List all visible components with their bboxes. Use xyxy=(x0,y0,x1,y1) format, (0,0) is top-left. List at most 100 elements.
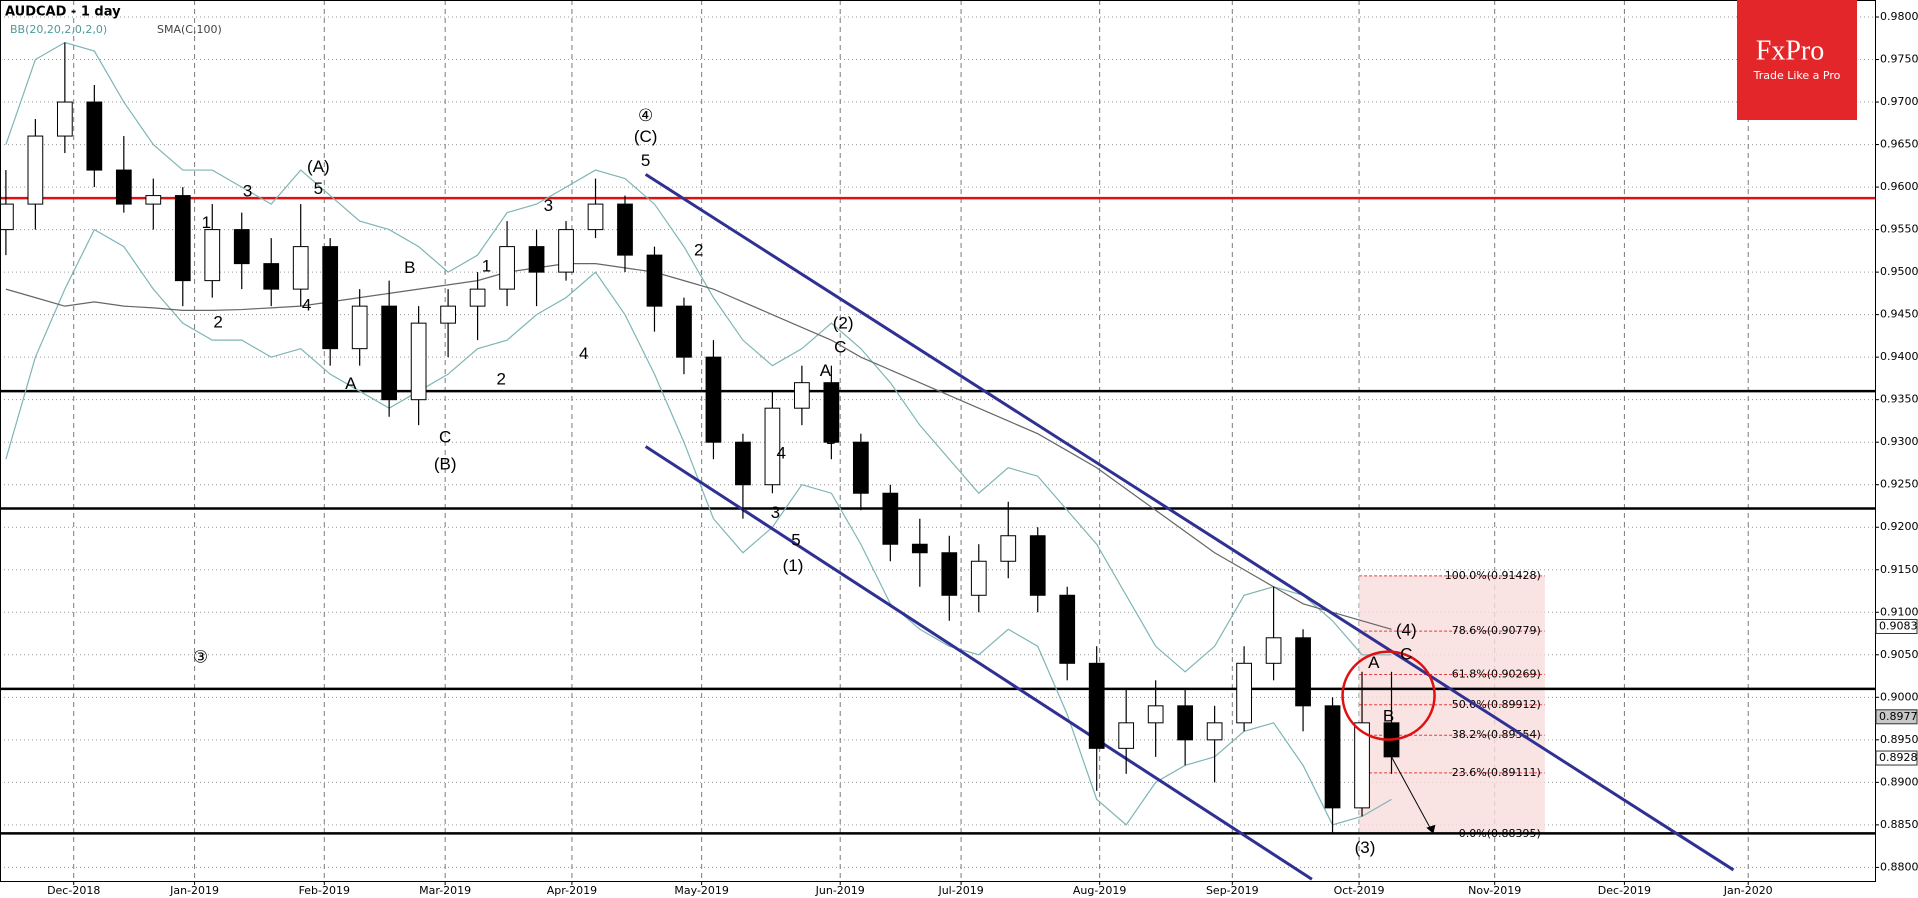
candle-body xyxy=(587,203,604,231)
channel-line xyxy=(644,173,1735,872)
price-marker-label: 0.89771 xyxy=(1879,710,1918,723)
wave-label: C xyxy=(439,427,451,446)
wave-label: 4 xyxy=(777,444,786,463)
candle-body xyxy=(705,356,722,443)
candle-body xyxy=(941,552,958,596)
wave-label: 1 xyxy=(202,213,211,232)
candle-body xyxy=(499,246,515,290)
candle-body xyxy=(1000,535,1017,562)
logo-tagline: Trade Like a Pro xyxy=(1753,69,1841,82)
candle-body xyxy=(1147,705,1164,724)
wave-label: A xyxy=(345,374,357,393)
fib-label: 50.0%(0.89912) xyxy=(1452,698,1541,711)
wave-label: B xyxy=(404,258,415,277)
candle-body xyxy=(764,407,781,486)
wave-label: 2 xyxy=(213,313,222,332)
y-tick-label: 0.88000 xyxy=(1880,860,1918,873)
candle-body xyxy=(882,492,899,545)
candle-body xyxy=(292,246,309,290)
x-tick-label: Feb-2019 xyxy=(299,884,350,897)
candle-body xyxy=(381,305,398,401)
candle-body xyxy=(1177,705,1194,741)
candle-body xyxy=(852,441,869,494)
x-tick-label: Dec-2018 xyxy=(47,884,100,897)
candle-body xyxy=(440,305,456,324)
price-marker-label: 0.89286 xyxy=(1879,751,1918,764)
candle-body xyxy=(794,382,810,409)
wave-label: B xyxy=(826,429,837,448)
candle-body xyxy=(617,203,633,256)
logo-box xyxy=(1737,0,1857,120)
candle-body xyxy=(86,101,103,171)
candle-body xyxy=(1118,722,1135,749)
x-tick-label: Jan-2019 xyxy=(169,884,219,897)
wave-label: (A) xyxy=(307,157,330,176)
candle-body xyxy=(322,246,339,350)
x-tick-label: Aug-2019 xyxy=(1073,884,1126,897)
candle-body xyxy=(558,229,574,273)
candle-body xyxy=(1236,662,1252,724)
plot: 100.0%(0.91428) 78.6%(0.90779) 61.8%(0.902… xyxy=(0,0,1875,881)
x-tick-label: Nov-2019 xyxy=(1468,884,1521,897)
indicator-label: SMA(C,100) xyxy=(157,23,222,36)
candle-body xyxy=(1029,535,1046,596)
wave-label: 1 xyxy=(676,325,685,344)
x-tick-label: Jun-2019 xyxy=(815,884,865,897)
wave-label: ③ xyxy=(193,648,208,667)
x-tick-label: Dec-2019 xyxy=(1598,884,1651,897)
candle-body xyxy=(1059,594,1076,664)
candle-body xyxy=(823,382,840,443)
wave-label: C xyxy=(834,337,846,356)
candle-body xyxy=(204,229,221,282)
wave-label: (2) xyxy=(833,313,854,332)
candle-body xyxy=(233,229,250,265)
price-marker xyxy=(1875,709,1918,725)
x-tick-label: Jan-2020 xyxy=(1723,884,1773,897)
arrow-head xyxy=(1426,824,1436,834)
candle-body xyxy=(911,543,928,554)
wave-label: 1 xyxy=(482,257,491,276)
plot-frame xyxy=(0,0,1876,882)
wave-label: 3 xyxy=(243,182,252,201)
wave-label: 4 xyxy=(579,344,588,363)
candle-body xyxy=(1295,637,1311,707)
wave-label: C xyxy=(1400,644,1412,663)
fib-label: 78.6%(0.90779) xyxy=(1452,624,1541,637)
chart-title: AUDCAD - 1 day xyxy=(5,5,121,20)
wave-label: 2 xyxy=(694,240,703,259)
wave-label: 5 xyxy=(641,151,650,170)
candle-body xyxy=(735,441,751,486)
fib-label: 23.6%(0.89111) xyxy=(1452,766,1541,779)
candle-body xyxy=(528,246,545,273)
candle-body xyxy=(56,101,73,137)
bollinger-upper xyxy=(5,41,1392,673)
indicator-label: BB(20,20,2,0,2,0) xyxy=(10,23,107,36)
x-tick-label: Sep-2019 xyxy=(1206,884,1259,897)
candle-body xyxy=(676,305,692,358)
wave-label: (1) xyxy=(783,556,804,575)
wave-label: 5 xyxy=(314,179,323,198)
candle-body xyxy=(970,560,987,596)
candle-body xyxy=(27,135,44,205)
channel-line xyxy=(644,445,1313,881)
wave-label: 3 xyxy=(771,503,780,522)
wave-label: ④ xyxy=(638,106,653,125)
candle-body xyxy=(115,169,132,205)
price-marker xyxy=(1875,750,1918,766)
wave-label: (C) xyxy=(634,127,658,146)
wave-label: 3 xyxy=(544,196,553,215)
